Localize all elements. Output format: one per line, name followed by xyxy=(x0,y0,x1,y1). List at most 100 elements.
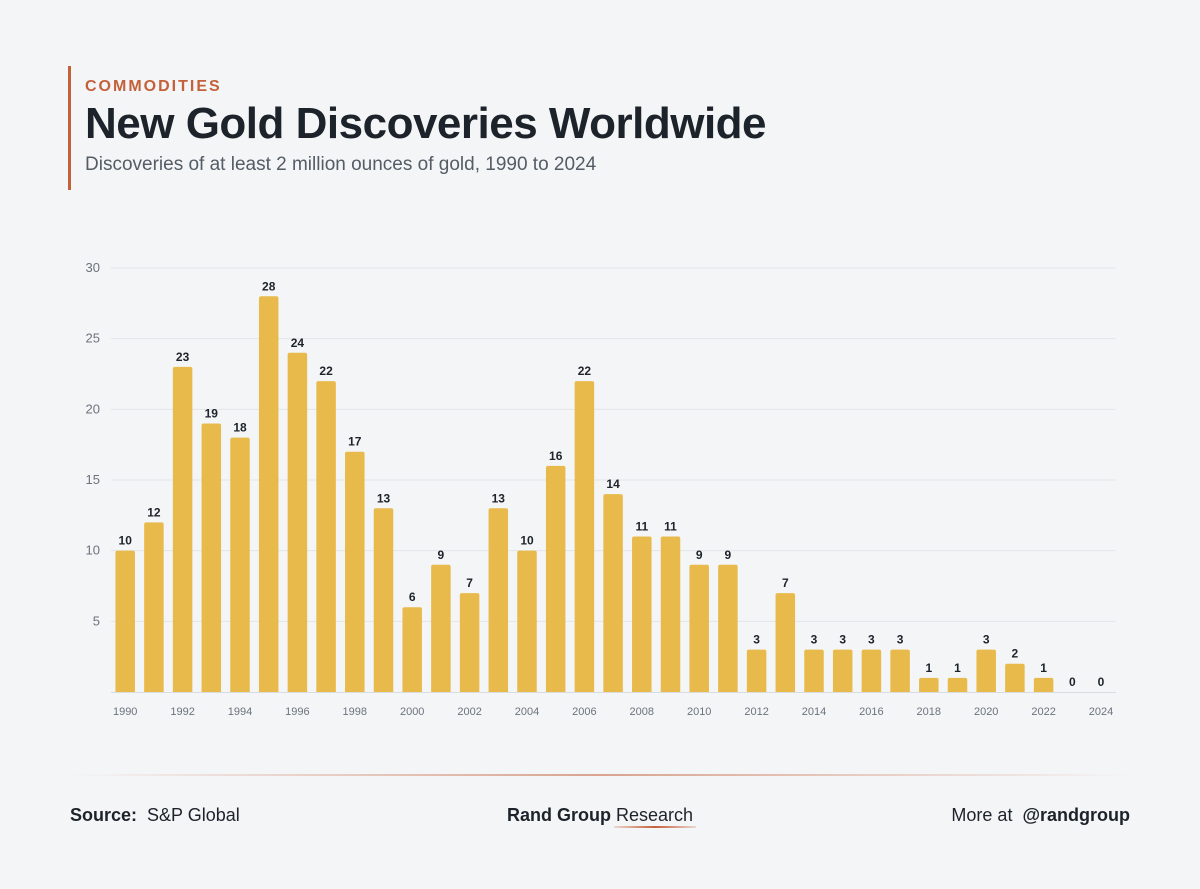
bar-2019 xyxy=(947,677,968,692)
bar-2008 xyxy=(632,536,652,692)
bar-2014 xyxy=(804,649,824,692)
data-label-2020: 3 xyxy=(983,633,990,647)
y-tick-label: 5 xyxy=(93,613,100,628)
x-tick-label: 1996 xyxy=(285,706,309,718)
bar-1992 xyxy=(172,366,193,692)
x-tick-label: 1998 xyxy=(343,706,367,718)
data-label-1999: 13 xyxy=(377,491,391,505)
chart-header: COMMODITIES New Gold Discoveries Worldwi… xyxy=(68,66,1068,190)
x-tick-label: 2022 xyxy=(1031,706,1055,718)
x-tick-label: 2000 xyxy=(400,706,424,718)
data-label-2015: 3 xyxy=(839,633,846,647)
data-label-2024: 0 xyxy=(1098,675,1105,689)
bar-2007 xyxy=(603,494,623,692)
bar-2000 xyxy=(402,607,422,692)
data-label-1993: 19 xyxy=(205,406,219,420)
bar-2006 xyxy=(574,381,595,692)
data-label-2011: 9 xyxy=(725,548,732,562)
data-label-2005: 16 xyxy=(549,449,563,463)
bar-2004 xyxy=(517,550,537,692)
bar-2022 xyxy=(1033,677,1054,692)
chart-subtitle: Discoveries of at least 2 million ounces… xyxy=(85,154,597,175)
data-label-2023: 0 xyxy=(1069,675,1076,689)
bar-2010 xyxy=(689,564,709,692)
data-label-2016: 3 xyxy=(868,633,875,647)
bar-2012 xyxy=(746,649,767,692)
bar-1993 xyxy=(201,423,222,692)
category-kicker: COMMODITIES xyxy=(85,78,222,95)
bar-2003 xyxy=(488,508,509,692)
social-credit: More at @randgroup xyxy=(951,803,1130,827)
data-label-2012: 3 xyxy=(753,633,760,647)
data-label-2004: 10 xyxy=(520,534,534,548)
brand: Rand Group Research xyxy=(0,803,1200,827)
gridlines xyxy=(111,267,1116,693)
x-axis: 1990 1992 1994 1996 1998 2000 2002 2004 2006 2008… xyxy=(113,706,1113,718)
x-tick-label: 2014 xyxy=(802,706,826,718)
bar-1991 xyxy=(144,522,164,692)
bar-2002 xyxy=(459,593,480,692)
x-tick-label: 2010 xyxy=(687,706,711,718)
brand-name: Rand Group xyxy=(506,805,611,825)
x-tick-label: 1990 xyxy=(113,706,137,718)
source-credit: Source: S&P Global xyxy=(70,803,240,827)
x-tick-label: 1992 xyxy=(170,706,194,718)
y-tick-label: 15 xyxy=(86,472,100,487)
x-tick-label: 1994 xyxy=(228,706,252,718)
data-label-2006: 22 xyxy=(578,364,592,378)
social-handle[interactable]: @randgroup xyxy=(1022,805,1130,825)
chart-title: New Gold Discoveries Worldwide xyxy=(85,99,767,148)
data-label-2009: 11 xyxy=(664,520,677,534)
bar-2001 xyxy=(431,564,451,692)
x-tick-label: 2012 xyxy=(744,706,768,718)
bar-2013 xyxy=(775,593,796,692)
x-tick-label: 2008 xyxy=(630,706,654,718)
x-tick-label: 2024 xyxy=(1089,706,1113,718)
x-tick-label: 2004 xyxy=(515,706,539,718)
y-tick-label: 25 xyxy=(86,331,100,346)
bars xyxy=(115,296,1054,692)
x-tick-label: 2018 xyxy=(917,706,941,718)
bar-2017 xyxy=(890,649,910,692)
data-label-2014: 3 xyxy=(811,633,818,647)
bar-2011 xyxy=(718,564,738,692)
x-tick-label: 2020 xyxy=(974,706,998,718)
bar-2005 xyxy=(545,465,566,692)
bar-1995 xyxy=(258,296,279,692)
source-label: Source: xyxy=(70,805,138,825)
y-tick-label: 20 xyxy=(86,401,100,416)
data-label-1994: 18 xyxy=(233,421,247,435)
data-label-1990: 10 xyxy=(119,534,133,548)
data-label-2001: 9 xyxy=(438,548,445,562)
more-label: More at xyxy=(951,805,1013,825)
bar-2020 xyxy=(976,649,996,692)
data-label-2019: 1 xyxy=(954,661,961,675)
footer-divider xyxy=(70,774,1130,776)
y-tick-label: 30 xyxy=(86,260,100,275)
data-label-1992: 23 xyxy=(176,350,190,364)
y-axis: 5 10 15 20 25 30 xyxy=(86,260,100,628)
bar-2016 xyxy=(861,649,882,692)
bar-2021 xyxy=(1005,663,1025,692)
bar-1998 xyxy=(345,451,365,692)
data-label-2000: 6 xyxy=(409,590,416,604)
data-label-1997: 22 xyxy=(319,364,333,378)
data-label-2022: 1 xyxy=(1040,661,1047,675)
data-label-2021: 2 xyxy=(1012,647,1019,661)
bar-2018 xyxy=(919,677,939,692)
x-tick-label: 2006 xyxy=(572,706,596,718)
source-value: S&P Global xyxy=(147,805,240,825)
data-label-2002: 7 xyxy=(466,576,473,590)
data-label-2003: 13 xyxy=(492,491,506,505)
data-label-1991: 12 xyxy=(147,505,161,519)
x-tick-label: 2002 xyxy=(457,706,481,718)
data-label-1995: 28 xyxy=(262,279,276,293)
bar-1996 xyxy=(287,352,308,692)
bar-1999 xyxy=(373,508,394,692)
data-label-1996: 24 xyxy=(291,336,305,350)
x-tick-label: 2016 xyxy=(859,706,883,718)
bar-1990 xyxy=(115,550,135,692)
data-label-2007: 14 xyxy=(606,477,620,491)
